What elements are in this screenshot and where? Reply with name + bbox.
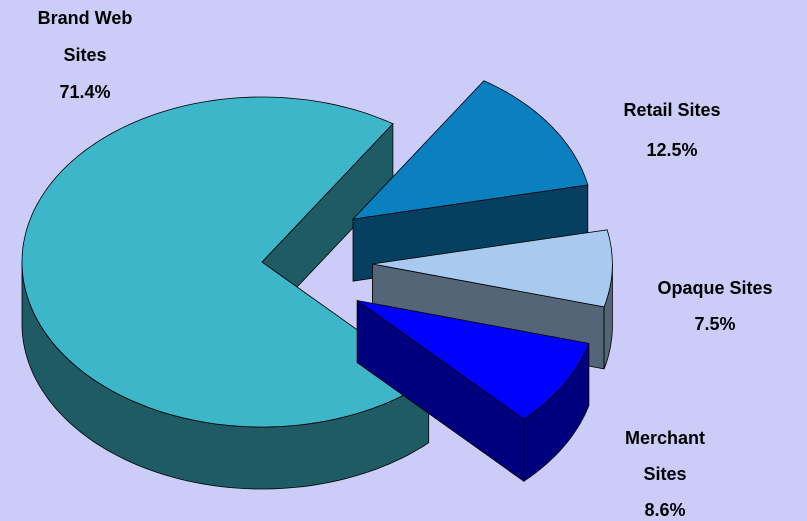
slice — [372, 229, 613, 308]
slice — [21, 96, 430, 428]
value-label: 12.5% — [646, 140, 698, 160]
category-label: Brand Web Sites — [37, 8, 133, 65]
slice-label: Retail Sites 12.5% — [592, 90, 752, 170]
category-label: Merchant Sites — [624, 428, 705, 484]
slice-label: Brand Web Sites 71.4% — [25, 0, 145, 111]
slice-label: Opaque Sites 7.5% — [630, 270, 800, 342]
category-label: Opaque Sites — [657, 278, 773, 298]
category-label: Retail Sites — [623, 100, 721, 120]
slice-label: Merchant Sites 8.6% — [610, 420, 720, 521]
slice — [351, 80, 589, 220]
value-label: 7.5% — [694, 314, 736, 334]
value-label: 8.6% — [644, 500, 686, 520]
slice — [356, 300, 590, 420]
value-label: 71.4% — [59, 82, 111, 102]
